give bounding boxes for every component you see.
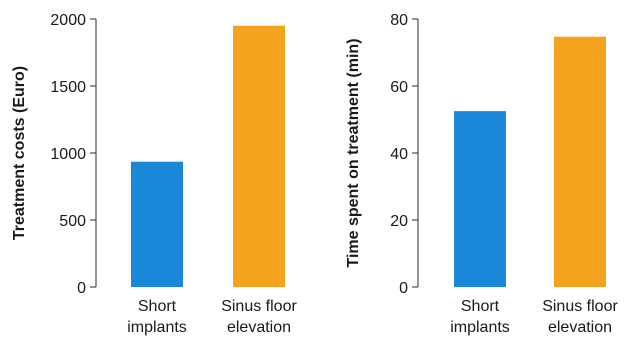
bar-2-2 [554, 36, 606, 287]
x-tick-label: elevation [227, 319, 291, 336]
y-axis-label: Treatment costs (Euro) [11, 66, 28, 240]
bar-2-1 [454, 111, 506, 287]
x-tick-label: implants [127, 319, 187, 336]
y-tick-label: 2000 [50, 12, 86, 29]
x-tick-label: Sinus floor [221, 298, 297, 315]
y-tick-label: 20 [390, 213, 408, 230]
x-tick-label: Sinus floor [542, 298, 618, 315]
y-axis-label: Time spent on treatment (min) [345, 38, 362, 267]
y-tick-label: 0 [399, 280, 408, 297]
bar-1-2 [233, 25, 285, 287]
y-tick-label: 60 [390, 79, 408, 96]
bar-1-1 [131, 161, 183, 287]
x-tick-label: Short [138, 298, 177, 315]
y-tick-label: 0 [77, 280, 86, 297]
x-tick-label: Short [461, 298, 500, 315]
y-tick-label: 1000 [50, 146, 86, 163]
y-tick-label: 500 [59, 213, 86, 230]
y-tick-label: 80 [390, 12, 408, 29]
y-tick-label: 40 [390, 146, 408, 163]
y-tick-label: 1500 [50, 79, 86, 96]
x-tick-label: elevation [548, 319, 612, 336]
x-tick-label: implants [450, 319, 510, 336]
